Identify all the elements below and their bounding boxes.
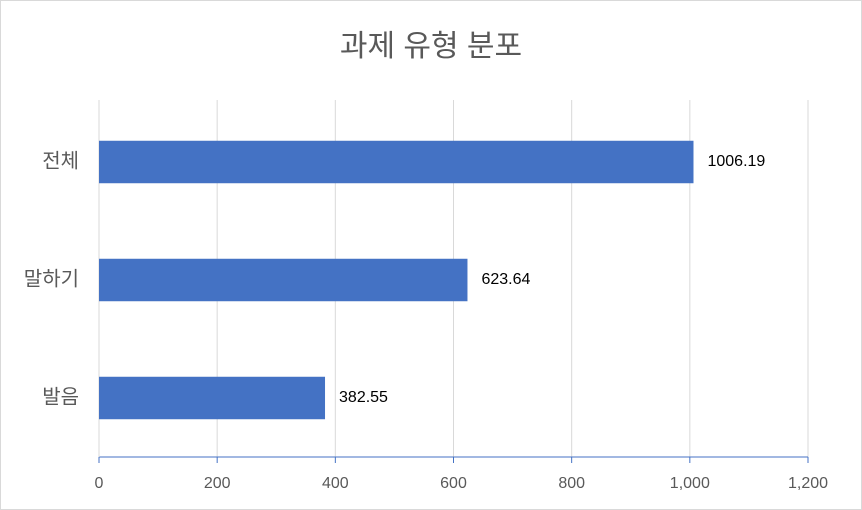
x-tick-label: 600 xyxy=(440,475,467,492)
data-label: 382.55 xyxy=(339,389,388,406)
y-tick-label: 말하기 xyxy=(24,267,79,290)
data-label: 623.64 xyxy=(481,271,530,288)
bar xyxy=(99,258,468,302)
chart-title: 과제 유형 분포 xyxy=(340,30,522,63)
y-tick-label: 발음 xyxy=(42,385,79,408)
x-tick-label: 400 xyxy=(322,475,349,492)
x-tick-label: 1,000 xyxy=(670,475,710,492)
bar xyxy=(99,376,326,420)
bar xyxy=(99,140,694,184)
y-tick-label: 전체 xyxy=(42,149,79,172)
x-tick-label: 200 xyxy=(204,475,231,492)
x-tick-label: 1,200 xyxy=(788,475,828,492)
x-tick-label: 0 xyxy=(95,475,104,492)
x-tick-label: 800 xyxy=(558,475,585,492)
data-label: 1006.19 xyxy=(707,153,765,170)
